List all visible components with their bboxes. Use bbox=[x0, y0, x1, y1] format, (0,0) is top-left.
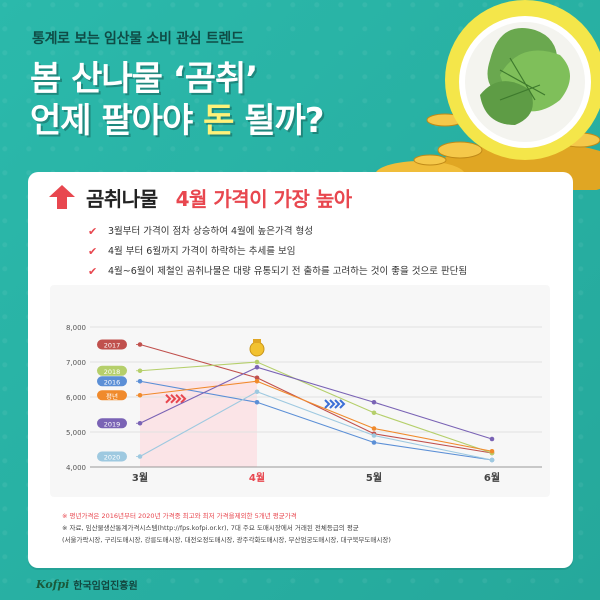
data-point bbox=[254, 399, 260, 405]
gomchwi-leaves-icon bbox=[480, 28, 570, 125]
kofpi-logo-mark: Kofpi bbox=[36, 578, 70, 591]
note-markets: (서울가락시장, 구리도매시장, 강릉도매시장, 대전오정도매시장, 광주각화도… bbox=[62, 536, 391, 544]
bullet-item: ✔ 4월~6월이 제철인 곰취나물은 대량 유통되기 전 출하를 고려하는 것이 … bbox=[88, 262, 467, 282]
money-bag-tie bbox=[253, 339, 261, 343]
headline-line2: 언제 팔아야 돈 될까? bbox=[30, 100, 324, 142]
x-tick-label: 3월 bbox=[132, 472, 148, 484]
series-line bbox=[139, 380, 493, 452]
note-source: ※ 자료, 임산물생산통계가격시스템(http://fps.kofpi.or.k… bbox=[62, 524, 359, 532]
y-tick-label: 5,000 bbox=[66, 429, 86, 437]
bullet-item: ✔ 4월 부터 6월까지 가격이 하락하는 추세를 보임 bbox=[88, 242, 467, 262]
check-icon: ✔ bbox=[88, 225, 98, 238]
headline-highlight: 돈 bbox=[203, 101, 234, 141]
y-tick-label: 7,000 bbox=[66, 359, 86, 367]
data-point bbox=[254, 389, 260, 395]
data-point bbox=[137, 392, 143, 398]
data-point bbox=[489, 436, 495, 442]
data-point bbox=[371, 433, 377, 438]
series-tag-label: 2020 bbox=[104, 454, 121, 462]
series-tag-label: 평년 bbox=[106, 391, 118, 400]
card-title-accent: 4월 가격이 가장 높아 bbox=[175, 186, 353, 211]
series-line bbox=[139, 343, 493, 454]
series-tag-label: 2016 bbox=[104, 378, 121, 386]
card-title-name: 곰취나물 bbox=[86, 186, 158, 211]
note-average: ※ 평년가격은 2016년부터 2020년 가격중 최고와 최저 가격을제외한 … bbox=[62, 512, 297, 520]
series-tag bbox=[97, 365, 127, 376]
rising-chevron bbox=[165, 394, 172, 404]
series-tag bbox=[97, 376, 127, 387]
org-name: 한국임업진흥원 bbox=[73, 581, 138, 592]
data-point bbox=[137, 342, 143, 347]
headline: 봄 산나물 ‘곰취’ 언제 팔아야 돈 될까? bbox=[30, 58, 324, 142]
x-tick-label: 6월 bbox=[484, 472, 500, 484]
chart-panel bbox=[50, 285, 550, 497]
data-point bbox=[371, 440, 377, 445]
x-tick-label: 4월 bbox=[249, 472, 265, 484]
series-tag bbox=[97, 418, 127, 429]
money-bag-icon bbox=[249, 341, 265, 357]
data-point bbox=[371, 399, 377, 405]
data-point bbox=[137, 454, 143, 459]
price-line-chart: 4,000 5,000 6,000 7,000 8,000 3월 4월 5월 6월 2017 201… bbox=[66, 324, 542, 484]
data-point bbox=[254, 359, 260, 365]
y-tick-label: 8,000 bbox=[66, 324, 86, 332]
series-tag bbox=[97, 339, 127, 350]
headline-line2-pre: 언제 팔아야 bbox=[30, 101, 204, 141]
notes: ※ 평년가격은 2016년부터 2020년 가격중 최고와 최저 가격을제외한 … bbox=[62, 510, 391, 546]
series-tag-label: 2018 bbox=[104, 368, 121, 376]
subtitle: 통계로 보는 임산물 소비 관심 트렌드 bbox=[32, 31, 244, 47]
data-point bbox=[254, 364, 260, 370]
series-line bbox=[139, 391, 493, 461]
series-tag bbox=[97, 390, 127, 401]
falling-chevron bbox=[329, 399, 336, 409]
data-point bbox=[371, 410, 377, 416]
series-line bbox=[139, 380, 493, 461]
y-tick-label: 4,000 bbox=[66, 464, 86, 472]
bullet-item: ✔ 3월부터 가격이 점차 상승하여 4월에 높은가격 형성 bbox=[88, 222, 467, 242]
rising-chevron bbox=[175, 394, 182, 404]
data-point bbox=[254, 378, 260, 384]
headline-line1: 봄 산나물 ‘곰취’ bbox=[30, 59, 258, 99]
falling-chevron bbox=[339, 399, 346, 409]
data-point bbox=[137, 368, 143, 374]
x-tick-label: 5월 bbox=[366, 472, 382, 484]
series-line bbox=[139, 366, 493, 440]
falling-chevron bbox=[324, 399, 331, 409]
card-title: 곰취나물 4월 가격이 가장 높아 bbox=[48, 183, 352, 211]
headline-line2-post: 될까? bbox=[233, 101, 324, 141]
series-tag bbox=[97, 451, 127, 462]
hero-illustration bbox=[375, 0, 600, 190]
bullet-text: 4월 부터 6월까지 가격이 하락하는 추세를 보임 bbox=[108, 246, 296, 257]
check-icon: ✔ bbox=[88, 265, 98, 278]
bullet-list: ✔ 3월부터 가격이 점차 상승하여 4월에 높은가격 형성 ✔ 4월 부터 6월까… bbox=[88, 222, 467, 282]
bullet-text: 4월~6월이 제철인 곰취나물은 대량 유통되기 전 출하를 고려하는 것이 좋… bbox=[108, 266, 468, 277]
rising-chevron bbox=[180, 394, 187, 404]
y-tick-label: 6,000 bbox=[66, 394, 86, 402]
data-point bbox=[137, 420, 143, 426]
rising-chevron bbox=[170, 394, 177, 404]
series-line bbox=[139, 361, 493, 454]
up-arrow-icon bbox=[49, 185, 75, 209]
data-point bbox=[137, 378, 143, 384]
falling-chevron bbox=[334, 399, 341, 409]
data-point bbox=[371, 426, 377, 431]
data-point bbox=[489, 457, 495, 463]
bullet-text: 3월부터 가격이 점차 상승하여 4월에 높은가격 형성 bbox=[108, 226, 314, 237]
footer-logo: Kofpi 한국임업진흥원 bbox=[36, 577, 138, 592]
check-icon: ✔ bbox=[88, 245, 98, 258]
series-tag-label: 2017 bbox=[104, 342, 121, 350]
data-point bbox=[489, 448, 495, 454]
series-tag-label: 2019 bbox=[104, 420, 121, 428]
data-point bbox=[254, 375, 260, 381]
